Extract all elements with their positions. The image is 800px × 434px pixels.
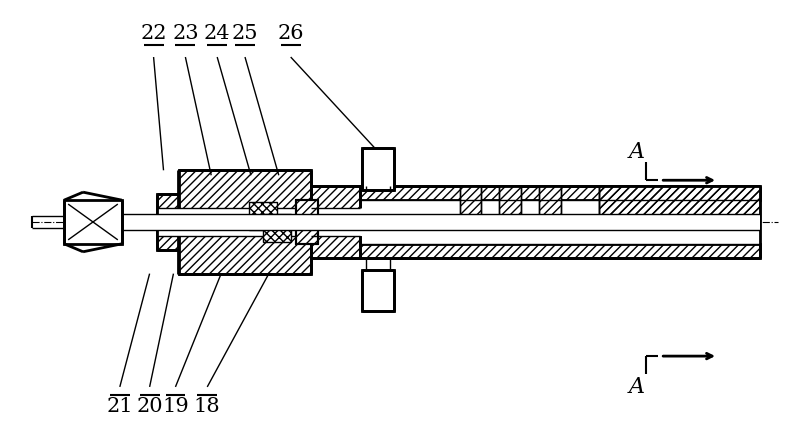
Bar [362, 148, 394, 190]
Text: A: A [629, 141, 645, 164]
Bar [460, 186, 482, 222]
Bar [598, 186, 760, 222]
Bar [157, 194, 178, 250]
Text: 18: 18 [194, 397, 221, 416]
Text: 25: 25 [232, 24, 258, 43]
Text: 22: 22 [140, 24, 167, 43]
Bar [499, 186, 522, 222]
Bar [355, 244, 760, 258]
Bar [362, 270, 394, 311]
Text: 26: 26 [278, 24, 304, 43]
Bar [355, 186, 760, 200]
Bar [539, 186, 561, 222]
Text: 20: 20 [136, 397, 163, 416]
Bar [310, 208, 360, 236]
Text: 19: 19 [162, 397, 189, 416]
Text: 24: 24 [204, 24, 230, 43]
Bar [263, 214, 290, 242]
Bar [249, 202, 277, 230]
Bar [64, 214, 760, 230]
Bar [296, 200, 318, 244]
Bar [460, 200, 482, 222]
Bar [598, 186, 760, 222]
Bar [499, 200, 522, 222]
Bar [539, 200, 561, 222]
Bar [179, 170, 310, 273]
Text: A: A [629, 376, 645, 398]
Bar [310, 186, 360, 258]
Bar [64, 200, 122, 244]
Text: 21: 21 [106, 397, 133, 416]
Bar [157, 208, 390, 236]
Bar [355, 200, 760, 244]
Text: 23: 23 [172, 24, 198, 43]
Bar [598, 186, 760, 222]
